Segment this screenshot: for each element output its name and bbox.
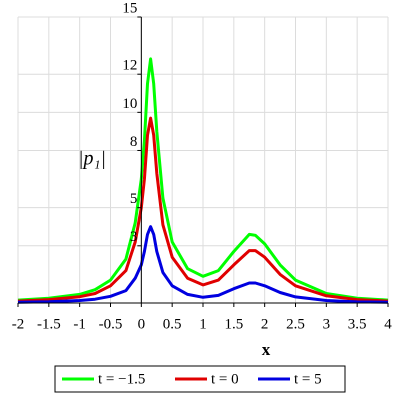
legend-label: t = 0: [211, 371, 239, 387]
x-tick-label: 2: [261, 316, 269, 332]
x-tick-label: -1.5: [37, 316, 61, 332]
line-series: [17, 225, 389, 304]
y-tick-label: 15: [122, 0, 137, 16]
y-tick-label: 5: [130, 191, 138, 207]
x-tick-label: 3.5: [348, 316, 367, 332]
x-tick-label: 3: [323, 316, 331, 332]
x-tick-label: 0: [138, 316, 146, 332]
x-tick-label: 2.5: [286, 316, 305, 332]
x-tick-label: -2: [12, 316, 25, 332]
y-axis-label: |p₁|: [78, 148, 106, 170]
line-series: [17, 57, 389, 302]
y-tick-label: 8: [130, 134, 138, 150]
x-tick-label: 1.5: [224, 316, 243, 332]
x-tick-label: 1: [199, 316, 207, 332]
legend-label: t = −1.5: [98, 371, 145, 387]
y-tick-label: 12: [122, 58, 137, 74]
legend-label: t = 5: [294, 371, 322, 387]
y-tick-label: 3: [130, 229, 138, 245]
line-series: [17, 116, 389, 303]
x-tick-label: 0.5: [163, 316, 182, 332]
x-axis-label: x: [262, 340, 271, 359]
x-tick-label: 4: [384, 316, 392, 332]
y-tick-label: 10: [122, 96, 137, 112]
x-tick-label: -1: [73, 316, 86, 332]
x-tick-label: -0.5: [99, 316, 123, 332]
